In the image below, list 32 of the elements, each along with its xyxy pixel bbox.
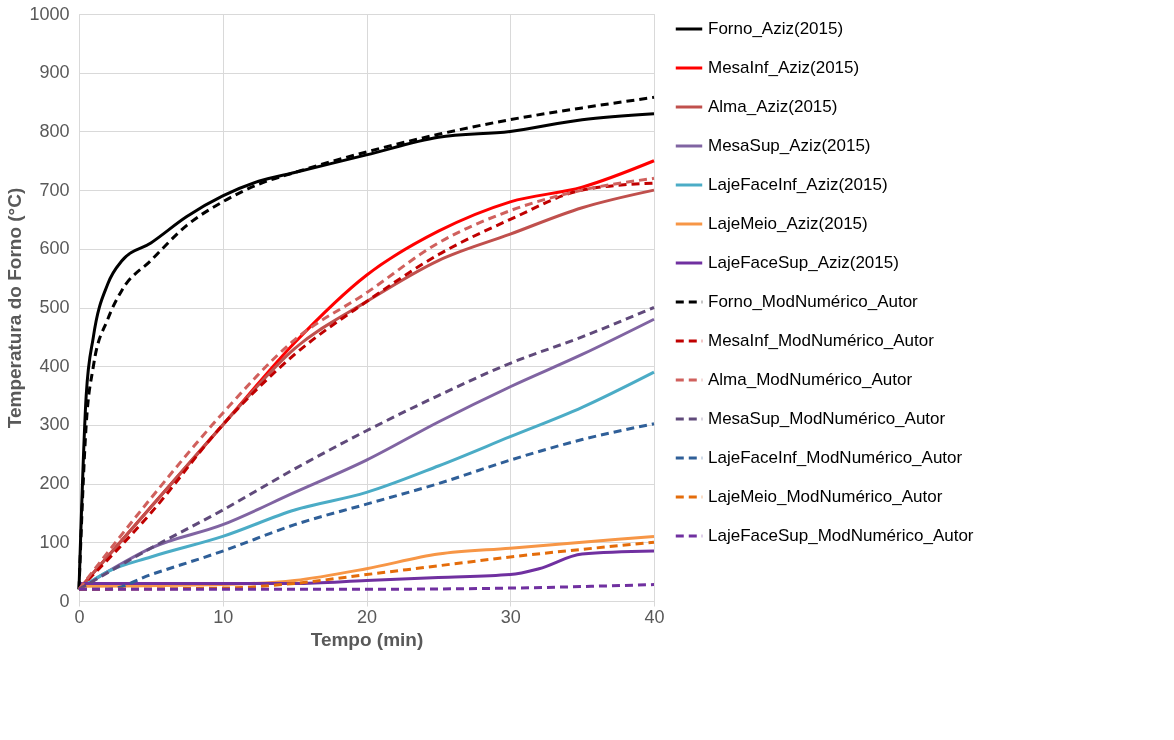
y-tick-label: 700 (39, 179, 70, 200)
legend-label: LajeFaceInf_Aziz(2015) (708, 175, 888, 194)
legend-label: LajeMeio_ModNumérico_Autor (708, 487, 943, 506)
x-tick-label: 30 (500, 606, 521, 627)
legend-label: LajeFaceSup_Aziz(2015) (708, 253, 899, 272)
y-tick-label: 600 (39, 238, 70, 259)
legend-label: MesaInf_ModNumérico_Autor (708, 331, 935, 350)
legend-label: Alma_ModNumérico_Autor (708, 370, 913, 389)
legend-label: LajeFaceInf_ModNumérico_Autor (708, 448, 963, 467)
x-axis-title: Tempo (min) (310, 628, 424, 650)
y-tick-label: 800 (39, 120, 70, 141)
legend-label: MesaSup_Aziz(2015) (708, 136, 871, 155)
y-tick-label: 300 (39, 414, 70, 435)
y-tick-label: 100 (39, 531, 70, 552)
legend-label: LajeFaceSup_ModNumérico_Autor (708, 526, 974, 545)
y-tick-label: 400 (39, 355, 70, 376)
y-tick-label: 900 (39, 62, 70, 83)
x-tick-label: 10 (213, 606, 234, 627)
legend-label: MesaInf_Aziz(2015) (708, 58, 860, 77)
x-tick-label: 20 (356, 606, 378, 627)
legend-label: LajeMeio_Aziz(2015) (708, 214, 868, 233)
legend-label: Forno_ModNumérico_Autor (708, 292, 919, 311)
x-tick-label: 40 (644, 606, 665, 627)
y-axis-title: Temperatura do Forno (°C) (4, 187, 26, 429)
legend-label: MesaSup_ModNumérico_Autor (708, 409, 946, 428)
y-tick-label: 0 (59, 590, 70, 611)
x-tick-label: 0 (74, 606, 85, 627)
y-tick-label: 1000 (29, 3, 70, 24)
legend-label: Forno_Aziz(2015) (708, 19, 844, 38)
legend-label: Alma_Aziz(2015) (708, 97, 838, 116)
y-tick-label: 200 (39, 473, 70, 494)
y-tick-label: 500 (39, 297, 70, 317)
